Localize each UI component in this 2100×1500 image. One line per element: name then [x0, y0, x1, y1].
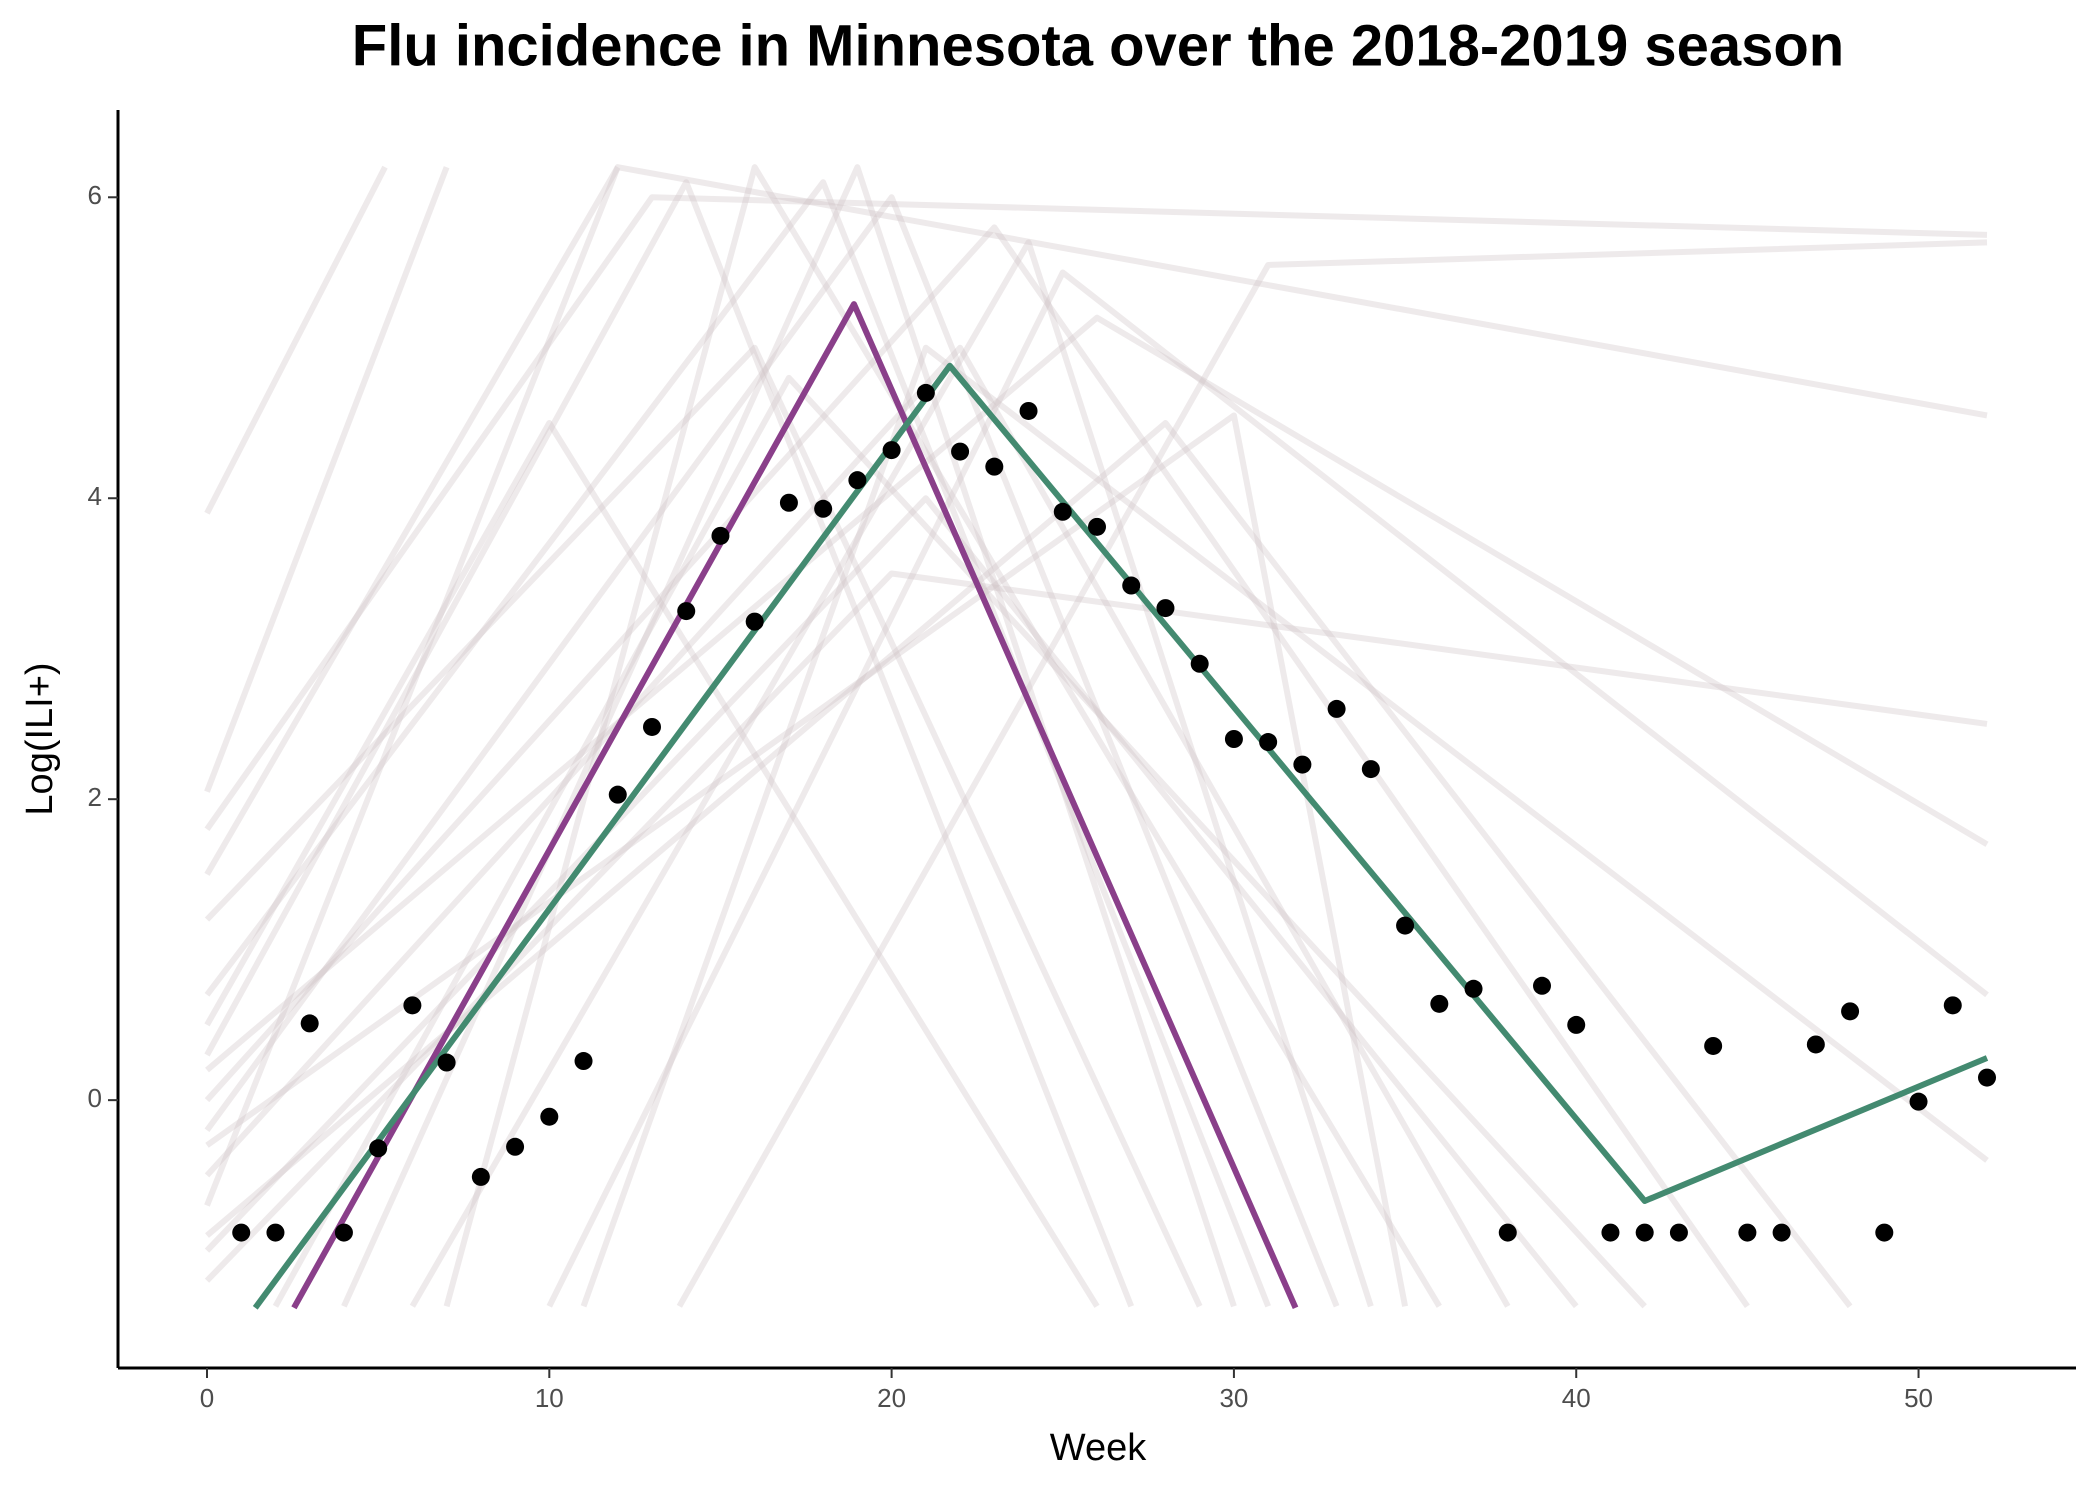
data-point: [300, 1014, 319, 1033]
data-point: [540, 1107, 559, 1126]
data-point: [1567, 1015, 1586, 1034]
data-point: [1909, 1092, 1928, 1111]
data-point: [1533, 976, 1551, 995]
data-point: [1601, 1223, 1620, 1242]
data-point: [951, 442, 970, 461]
data-point: [1327, 699, 1346, 718]
data-point: [916, 383, 935, 402]
x-tick-label: 30: [1219, 1383, 1248, 1413]
data-point: [745, 612, 764, 631]
background-line: [204, 165, 621, 876]
data-point: [1053, 502, 1072, 521]
background-line: [204, 344, 1203, 1308]
data-point: [848, 471, 867, 490]
background-line: [204, 166, 450, 793]
data-point: [1430, 994, 1449, 1013]
background-line: [676, 239, 1988, 1308]
data-point: [677, 602, 696, 621]
data-point: [437, 1053, 456, 1072]
background-line: [546, 269, 1989, 1308]
x-tick-label: 20: [877, 1383, 906, 1413]
data-point: [779, 493, 798, 512]
background-line: [204, 419, 1100, 1308]
x-tick-label: 50: [1904, 1383, 1933, 1413]
background-line: [204, 344, 1511, 1308]
data-point: [1088, 517, 1106, 536]
data-point: [1875, 1223, 1894, 1242]
background-line: [204, 164, 1988, 1207]
data-point: [1224, 730, 1243, 748]
data-point: [1841, 1002, 1860, 1021]
background-line: [204, 224, 1750, 1309]
data-point: [1396, 916, 1415, 935]
fit-line: [252, 362, 1989, 1310]
data-point: [1361, 760, 1380, 779]
background-line: [204, 179, 1271, 1308]
x-tick-label: 10: [535, 1383, 564, 1413]
data-point: [1464, 979, 1483, 998]
background-line: [205, 314, 1989, 1073]
y-axis-title: Log(ILI+): [19, 662, 61, 815]
background-line: [205, 412, 1409, 1307]
data-point: [1019, 401, 1038, 420]
data-point: [266, 1223, 285, 1242]
data-point: [985, 457, 1004, 476]
background-line: [204, 194, 1988, 832]
data-point: [1259, 733, 1278, 752]
data-point: [643, 717, 661, 736]
data-point: [1190, 654, 1209, 673]
y-tick-label: 2: [88, 782, 102, 812]
data-point: [506, 1137, 525, 1156]
data-point: [1806, 1035, 1825, 1054]
data-point: [334, 1223, 353, 1242]
data-point: [608, 785, 627, 804]
data-point: [1738, 1223, 1757, 1242]
y-tick-label: 4: [88, 481, 102, 511]
data-point: [1704, 1036, 1723, 1055]
fit-line: [291, 301, 1299, 1310]
background-line: [205, 419, 1853, 1309]
y-tick-label: 0: [88, 1083, 102, 1113]
data-point: [471, 1167, 490, 1186]
x-axis-title: Week: [1050, 1427, 1147, 1469]
background-line: [580, 344, 1989, 1308]
chart-title: Flu incidence in Minnesota over the 2018…: [352, 13, 1844, 78]
data-point: [882, 441, 901, 460]
x-tick-label: 40: [1562, 1383, 1591, 1413]
background-line: [204, 194, 1340, 1308]
y-tick-label: 6: [88, 180, 102, 210]
background-line: [272, 374, 1647, 1309]
data-point: [1978, 1068, 1996, 1087]
data-point: [574, 1052, 593, 1071]
data-point: [1156, 599, 1175, 618]
data-point: [1293, 755, 1312, 774]
data-point: [232, 1223, 251, 1242]
x-tick-label: 0: [200, 1383, 214, 1413]
background-line: [443, 164, 1442, 1308]
data-point: [1635, 1223, 1654, 1242]
background-line: [341, 164, 1237, 1308]
data-point: [1669, 1223, 1688, 1242]
data-point: [711, 526, 730, 545]
data-point: [1498, 1223, 1517, 1242]
background-line: [204, 165, 388, 515]
data-point: [1943, 996, 1962, 1015]
background-line: [204, 570, 1988, 1283]
data-point: [403, 996, 422, 1015]
background-line: [204, 179, 1135, 1308]
data-point: [1772, 1223, 1791, 1242]
data-point: [1122, 576, 1141, 595]
data-point: [369, 1139, 388, 1158]
background-line: [409, 239, 1374, 1308]
background-line: [204, 495, 1579, 1309]
data-point: [814, 499, 833, 518]
